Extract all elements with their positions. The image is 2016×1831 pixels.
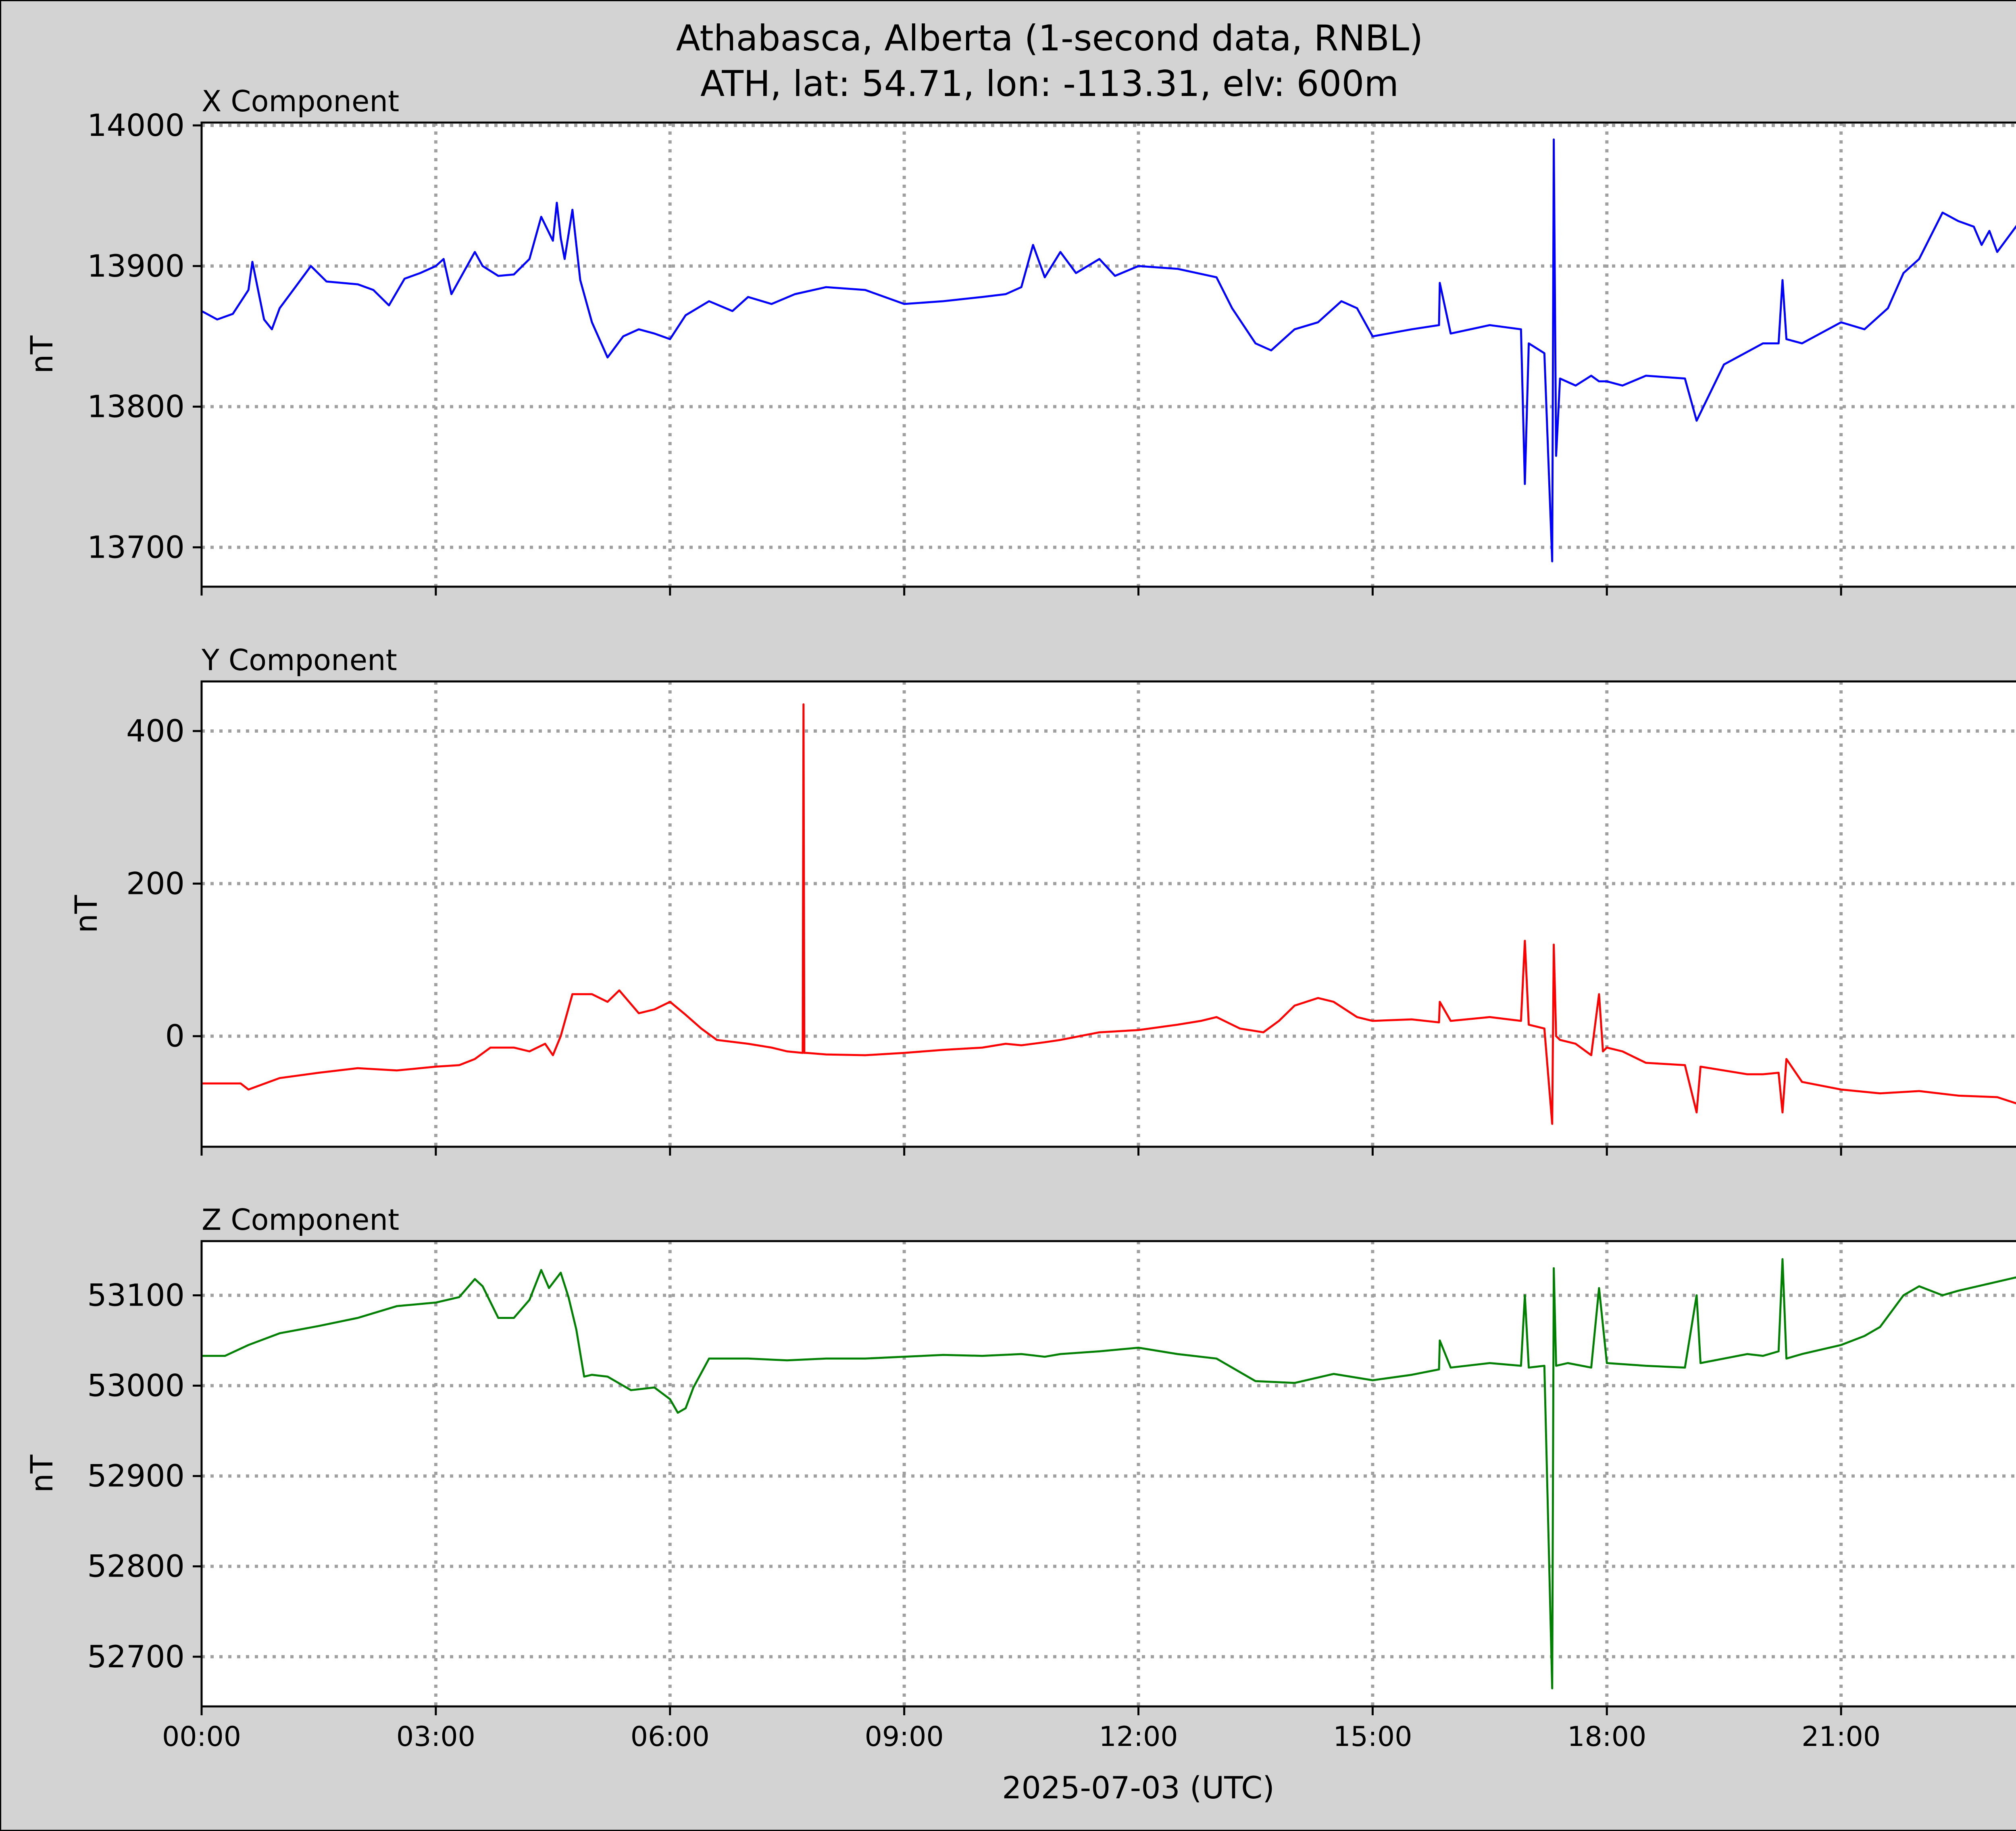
x-y-tick-label: 14000 xyxy=(87,107,185,143)
y-y-axis-label: nT xyxy=(68,895,104,933)
z-y-tick-label: 53100 xyxy=(87,1277,185,1313)
y-plot-area xyxy=(202,681,2016,1147)
x-series-line xyxy=(201,138,2016,562)
z-y-tick-label: 52900 xyxy=(87,1458,185,1494)
x-y-axis-label: nT xyxy=(24,335,60,374)
z-y-tick-label: 52700 xyxy=(87,1639,185,1675)
y-panel-title: Y Component xyxy=(201,643,397,677)
x-tick-label: 21:00 xyxy=(1801,1721,1881,1753)
z-panel-title: Z Component xyxy=(202,1203,399,1237)
y-y-tick-label: 0 xyxy=(165,1018,185,1054)
x-y-tick-label: 13700 xyxy=(87,529,185,565)
y-component-panel: 0 200 400 Y Component nT xyxy=(68,643,2016,1156)
z-y-tick-label: 53000 xyxy=(87,1368,185,1404)
y-series-line xyxy=(202,703,2016,1125)
x-y-tick-label: 13900 xyxy=(87,248,185,284)
z-component-panel: 52700 52800 52900 53000 53100 00:00 03:00 06:00… xyxy=(24,1203,2016,1753)
x-tick-label: 03:00 xyxy=(396,1721,475,1753)
x-tick-label: 09:00 xyxy=(865,1721,944,1753)
x-y-tick-label: 13800 xyxy=(87,389,185,425)
figure-title-line1: Athabasca, Alberta (1-second data, RNBL) xyxy=(676,17,1423,59)
z-y-tick-label: 52800 xyxy=(87,1548,185,1584)
x-component-panel: 13700 13800 13900 14000 X Component nT xyxy=(24,84,2016,596)
panels: 13700 13800 13900 14000 X Component nT 0 200 400… xyxy=(24,84,2016,1753)
z-y-axis-label: nT xyxy=(24,1454,60,1493)
x-panel-title: X Component xyxy=(202,84,399,118)
x-tick-label: 06:00 xyxy=(631,1721,710,1753)
x-tick-label: 12:00 xyxy=(1099,1721,1178,1753)
figure-title-line2: ATH, lat: 54.71, lon: -113.31, elv: 600m xyxy=(700,63,1399,104)
x-tick-label: 15:00 xyxy=(1333,1721,1412,1753)
x-plot-area xyxy=(202,123,2016,587)
x-axis-label: 2025-07-03 (UTC) xyxy=(1002,1770,1275,1806)
z-series-line xyxy=(202,1258,2016,1689)
y-y-tick-label: 200 xyxy=(126,865,185,901)
x-tick-label: 18:00 xyxy=(1567,1721,1646,1753)
x-tick-label: 00:00 xyxy=(162,1721,241,1753)
z-plot-area xyxy=(202,1241,2016,1706)
y-y-tick-label: 400 xyxy=(126,713,185,749)
